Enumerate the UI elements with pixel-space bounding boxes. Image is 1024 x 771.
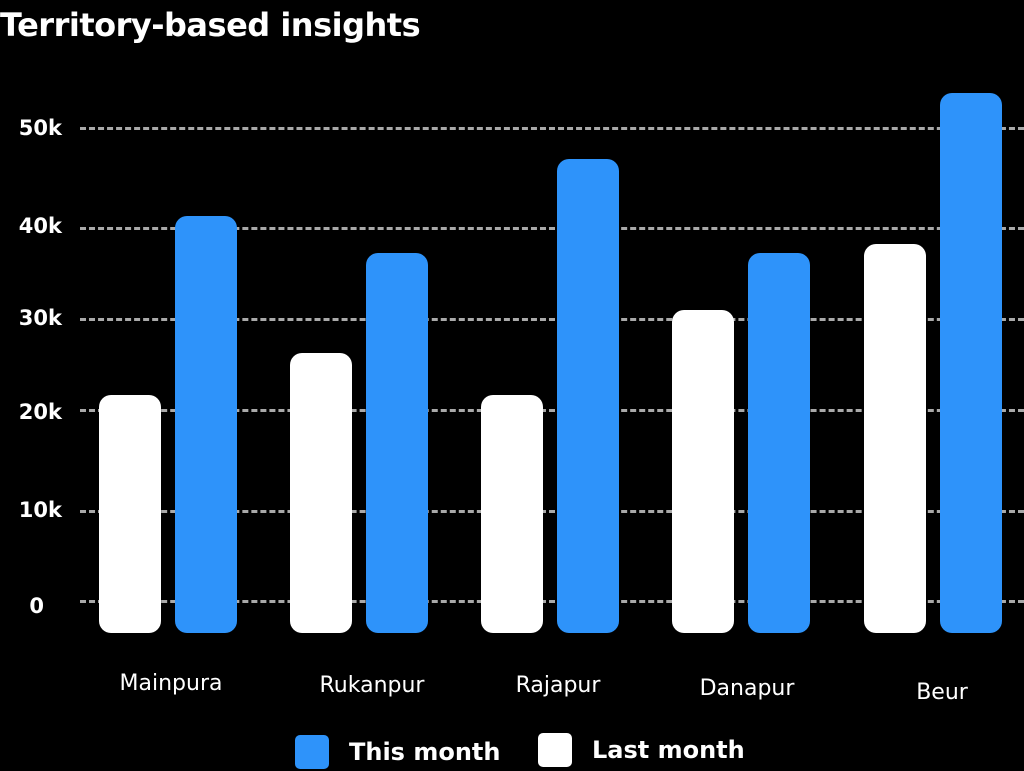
chart-title: Territory-based insights <box>0 6 421 44</box>
y-tick-0: 0 <box>29 594 44 618</box>
y-tick-10k: 10k <box>18 498 62 522</box>
swatch-last-month <box>538 733 572 767</box>
bar-danapur-last-month[interactable] <box>672 310 734 633</box>
swatch-this-month <box>295 735 329 769</box>
bar-rukanpur-this-month[interactable] <box>366 253 428 633</box>
y-tick-30k: 30k <box>18 306 62 330</box>
x-label-rajapur: Rajapur <box>515 673 601 698</box>
gridline-50k <box>80 127 1024 130</box>
x-label-danapur: Danapur <box>699 676 795 701</box>
legend-label-last-month: Last month <box>592 736 745 764</box>
x-label-rukanpur: Rukanpur <box>319 673 425 698</box>
bar-danapur-this-month[interactable] <box>748 253 810 633</box>
y-tick-20k: 20k <box>18 400 62 424</box>
y-tick-40k: 40k <box>18 214 62 238</box>
bar-beur-this-month[interactable] <box>940 92 1002 633</box>
bar-mainpura-last-month[interactable] <box>99 395 161 633</box>
legend-label-this-month: This month <box>349 738 501 766</box>
x-label-beur: Beur <box>916 680 968 705</box>
legend-last-month[interactable]: Last month <box>538 733 745 767</box>
bar-rajapur-last-month[interactable] <box>481 395 543 633</box>
bar-rukanpur-last-month[interactable] <box>290 352 352 633</box>
legend-this-month[interactable]: This month <box>295 735 500 769</box>
y-tick-50k: 50k <box>18 116 62 140</box>
gridline-0 <box>80 600 1024 603</box>
gridline-30k <box>80 318 1024 321</box>
bar-beur-last-month[interactable] <box>864 243 926 633</box>
x-label-mainpura: Mainpura <box>119 671 223 696</box>
gridline-20k <box>80 409 1024 412</box>
bar-mainpura-this-month[interactable] <box>175 215 237 633</box>
bar-rajapur-this-month[interactable] <box>557 158 619 633</box>
gridline-10k <box>80 510 1024 513</box>
gridline-40k <box>80 227 1024 230</box>
